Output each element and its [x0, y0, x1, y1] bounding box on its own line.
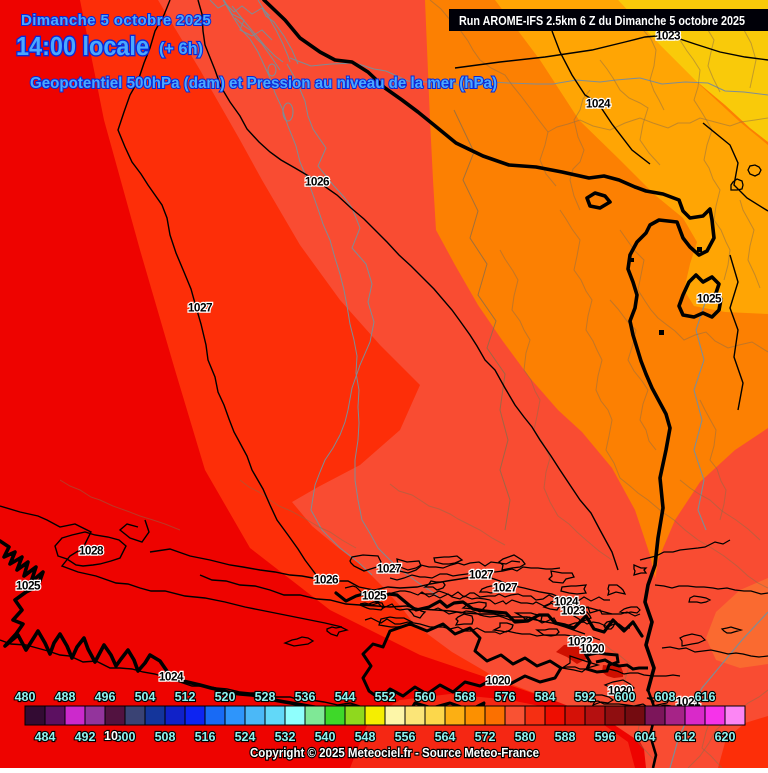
svg-text:520: 520 — [215, 690, 236, 704]
svg-text:500: 500 — [115, 730, 136, 744]
svg-text:1024: 1024 — [554, 595, 579, 609]
svg-text:1026: 1026 — [305, 175, 330, 189]
svg-text:1020: 1020 — [580, 642, 605, 656]
svg-text:1025: 1025 — [16, 579, 41, 593]
svg-text:572: 572 — [475, 730, 496, 744]
svg-text:Run AROME-IFS 2.5km 6 Z du Dim: Run AROME-IFS 2.5km 6 Z du Dimanche 5 oc… — [459, 13, 745, 28]
svg-text:10: 10 — [104, 729, 118, 743]
svg-text:Copyright © 2025 Meteociel.fr: Copyright © 2025 Meteociel.fr - Source M… — [250, 745, 539, 760]
svg-text:560: 560 — [415, 690, 436, 704]
svg-text:544: 544 — [335, 690, 356, 704]
svg-text:Dimanche 5 octobre 2025: Dimanche 5 octobre 2025 — [21, 12, 211, 29]
svg-text:1020: 1020 — [486, 674, 511, 688]
svg-text:(+ 6h): (+ 6h) — [159, 40, 203, 58]
svg-text:1027: 1027 — [493, 581, 518, 595]
svg-text:508: 508 — [155, 730, 176, 744]
svg-text:516: 516 — [195, 730, 216, 744]
svg-text:1020: 1020 — [608, 684, 633, 698]
svg-text:1026: 1026 — [314, 573, 339, 587]
svg-text:568: 568 — [455, 690, 476, 704]
svg-text:592: 592 — [575, 690, 596, 704]
svg-text:1023: 1023 — [656, 29, 681, 43]
svg-text:540: 540 — [315, 730, 336, 744]
svg-text:552: 552 — [375, 690, 396, 704]
svg-text:504: 504 — [135, 690, 156, 704]
svg-text:1025: 1025 — [697, 292, 722, 306]
svg-text:1027: 1027 — [377, 562, 402, 576]
svg-text:536: 536 — [295, 690, 316, 704]
svg-text:492: 492 — [75, 730, 96, 744]
svg-text:1025: 1025 — [362, 589, 387, 603]
svg-text:1022: 1022 — [568, 635, 593, 649]
svg-text:564: 564 — [435, 730, 456, 744]
svg-text:556: 556 — [395, 730, 416, 744]
svg-text:Geopotentiel 500hPa (dam) et P: Geopotentiel 500hPa (dam) et Pression au… — [30, 75, 497, 92]
svg-text:496: 496 — [95, 690, 116, 704]
svg-text:548: 548 — [355, 730, 376, 744]
svg-text:524: 524 — [235, 730, 256, 744]
svg-text:484: 484 — [35, 730, 56, 744]
svg-text:596: 596 — [595, 730, 616, 744]
svg-text:512: 512 — [175, 690, 196, 704]
svg-text:588: 588 — [555, 730, 576, 744]
svg-text:480: 480 — [15, 690, 36, 704]
svg-text:580: 580 — [515, 730, 536, 744]
svg-text:576: 576 — [495, 690, 516, 704]
svg-text:620: 620 — [715, 730, 736, 744]
svg-text:1023: 1023 — [561, 604, 586, 618]
svg-text:488: 488 — [55, 690, 76, 704]
svg-text:600: 600 — [615, 690, 636, 704]
svg-text:1024: 1024 — [159, 670, 184, 684]
svg-text:532: 532 — [275, 730, 296, 744]
svg-text:608: 608 — [655, 690, 676, 704]
svg-text:1024: 1024 — [586, 97, 611, 111]
svg-text:612: 612 — [675, 730, 696, 744]
svg-text:1027: 1027 — [188, 301, 213, 315]
svg-text:616: 616 — [695, 690, 716, 704]
svg-text:14:00 locale: 14:00 locale — [16, 33, 149, 61]
svg-text:528: 528 — [255, 690, 276, 704]
svg-text:1028: 1028 — [79, 544, 104, 558]
svg-text:584: 584 — [535, 690, 556, 704]
svg-text:604: 604 — [635, 730, 656, 744]
svg-text:1027: 1027 — [469, 568, 494, 582]
